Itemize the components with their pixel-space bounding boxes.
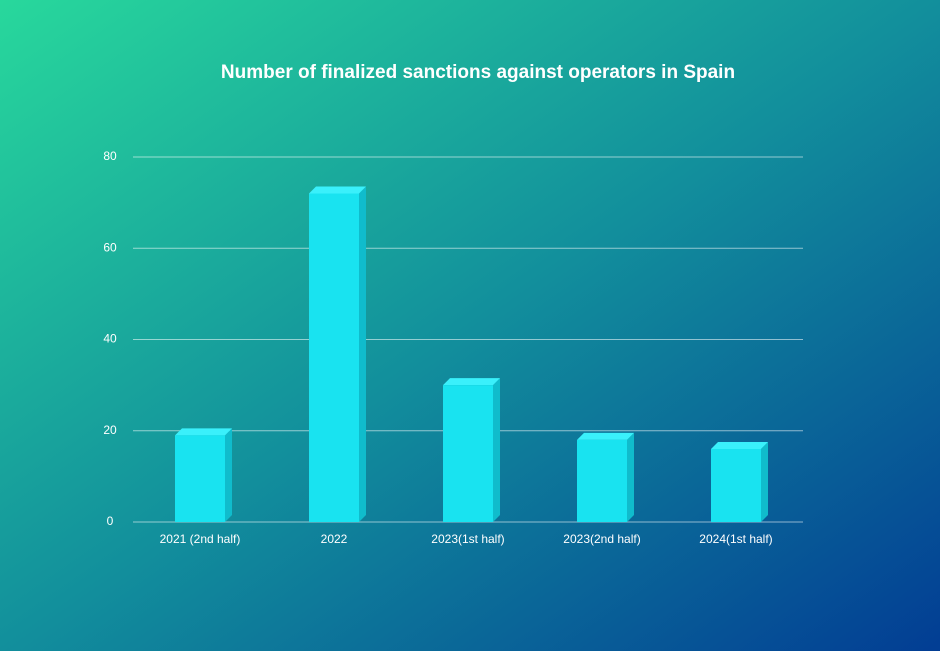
x-tick-label: 2023(2nd half) bbox=[563, 532, 640, 546]
bar-side bbox=[627, 432, 634, 522]
y-tick-label: 20 bbox=[103, 423, 117, 437]
bar-side bbox=[359, 186, 366, 522]
bar-top bbox=[577, 432, 634, 440]
bar-side bbox=[225, 428, 232, 522]
y-tick-label: 60 bbox=[103, 240, 117, 254]
bar bbox=[577, 439, 627, 522]
y-tick-label: 80 bbox=[103, 149, 117, 163]
y-tick-label: 40 bbox=[103, 332, 117, 346]
bar-top bbox=[309, 186, 366, 194]
bar-top bbox=[443, 378, 500, 386]
bar bbox=[309, 193, 359, 522]
bar bbox=[443, 385, 493, 522]
x-tick-label: 2024(1st half) bbox=[699, 532, 772, 546]
x-tick-label: 2021 (2nd half) bbox=[160, 532, 241, 546]
bar bbox=[711, 449, 761, 522]
bar-side bbox=[761, 442, 768, 522]
x-tick-label: 2022 bbox=[321, 532, 348, 546]
x-tick-label: 2023(1st half) bbox=[431, 532, 504, 546]
y-tick-label: 0 bbox=[107, 514, 114, 528]
bar-side bbox=[493, 378, 500, 522]
chart-title: Number of finalized sanctions against op… bbox=[221, 62, 735, 83]
bar bbox=[175, 435, 225, 522]
bar-top bbox=[175, 428, 232, 436]
bar-top bbox=[711, 442, 768, 449]
